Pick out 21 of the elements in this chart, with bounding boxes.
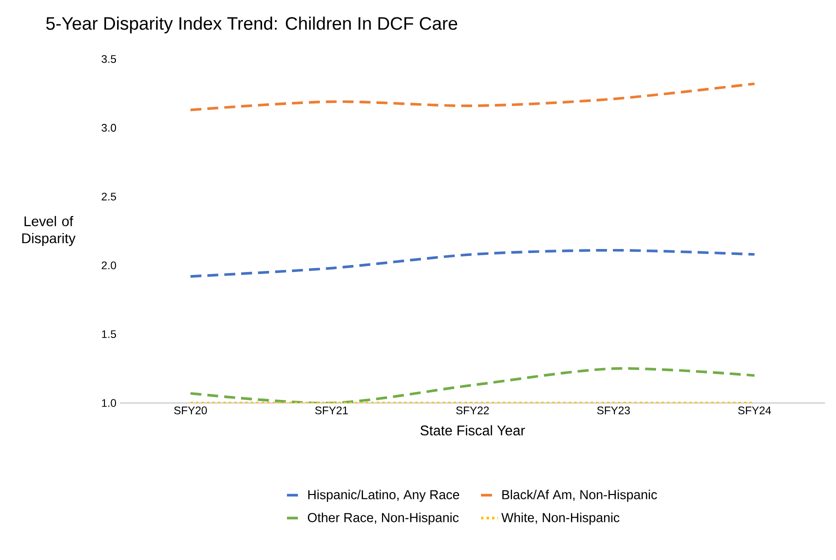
x-tick-label: SFY21 (315, 406, 348, 414)
y-tick-label: 1.0 (102, 399, 116, 407)
y-tick-label: 2.5 (102, 192, 116, 200)
x-tick-label: SFY22 (456, 406, 489, 414)
chart-title: 5-Year Disparity Index Trend: Children In DCF Care (46, 16, 458, 34)
legend-label: Hispanic/Latino, Any Race (308, 490, 460, 502)
legend-label: Other Race, Non-Hispanic (308, 512, 459, 525)
y-tick-label: 1.5 (102, 330, 116, 338)
y-axis-title: Level of Disparity (22, 216, 76, 246)
line-series (189, 82, 756, 112)
y-tick-label: 3.0 (102, 124, 116, 132)
line-series (189, 367, 756, 403)
legend-label: White, Non-Hispanic (501, 512, 620, 525)
x-tick-label: SFY23 (597, 406, 630, 414)
x-tick-label: SFY24 (738, 406, 771, 414)
x-axis-title: State Fiscal Year (420, 425, 525, 436)
line-series (189, 248, 756, 278)
y-tick-label: 2.0 (102, 262, 116, 270)
x-tick-label: SFY20 (174, 406, 207, 414)
legend-label: Black/Af Am, Non-Hispanic (502, 490, 657, 502)
y-tick-label: 3.5 (102, 55, 116, 63)
